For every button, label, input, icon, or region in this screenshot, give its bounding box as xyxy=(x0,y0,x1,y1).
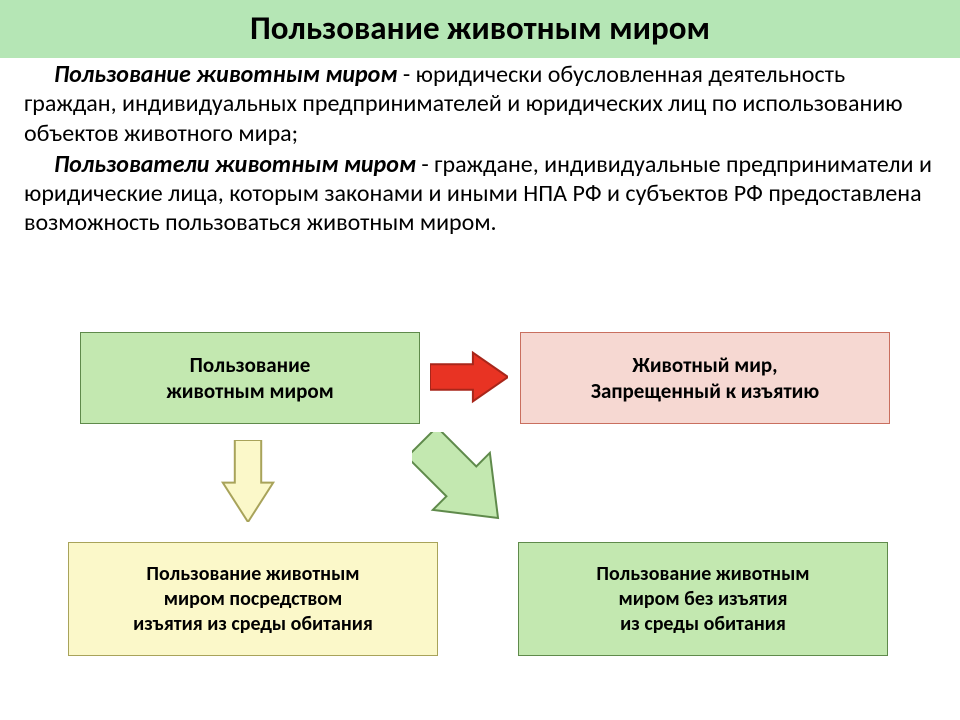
arrow-diagonal-icon xyxy=(412,432,508,528)
arrow-down-icon xyxy=(218,440,278,522)
box-with-l1: Пользование животным xyxy=(146,562,359,586)
box-with-l2: миром посредством xyxy=(164,587,343,611)
box-main-l2: животным миром xyxy=(166,378,333,404)
box-usage-main: Пользование животным миром xyxy=(80,332,420,424)
box-forbidden-l1: Животный мир, xyxy=(632,352,777,378)
term-2: Пользователи животным миром xyxy=(54,150,416,179)
page-title: Пользование животным миром xyxy=(0,0,960,58)
box-without-l2: миром без изъятия xyxy=(619,587,788,611)
title-text: Пользование животным миром xyxy=(250,8,710,48)
box-forbidden: Животный мир, Запрещенный к изъятию xyxy=(520,332,890,424)
definition-2: Пользователи животным миром - граждане, … xyxy=(24,150,936,238)
box-forbidden-l2: Запрещенный к изъятию xyxy=(591,378,819,404)
box-without-l1: Пользование животным xyxy=(596,562,809,586)
box-without-l3: из среды обитания xyxy=(620,612,786,636)
box-with-l3: изъятия из среды обитания xyxy=(133,612,373,636)
definition-block: Пользование животным миром - юридически … xyxy=(0,58,960,238)
definition-1: Пользование животным миром - юридически … xyxy=(24,60,936,148)
term-1: Пользование животным миром xyxy=(54,60,397,89)
box-without-removal: Пользование животным миром без изъятия и… xyxy=(518,542,888,656)
arrow-right-icon xyxy=(430,348,508,406)
box-main-l1: Пользование xyxy=(190,352,311,378)
box-with-removal: Пользование животным миром посредством и… xyxy=(68,542,438,656)
